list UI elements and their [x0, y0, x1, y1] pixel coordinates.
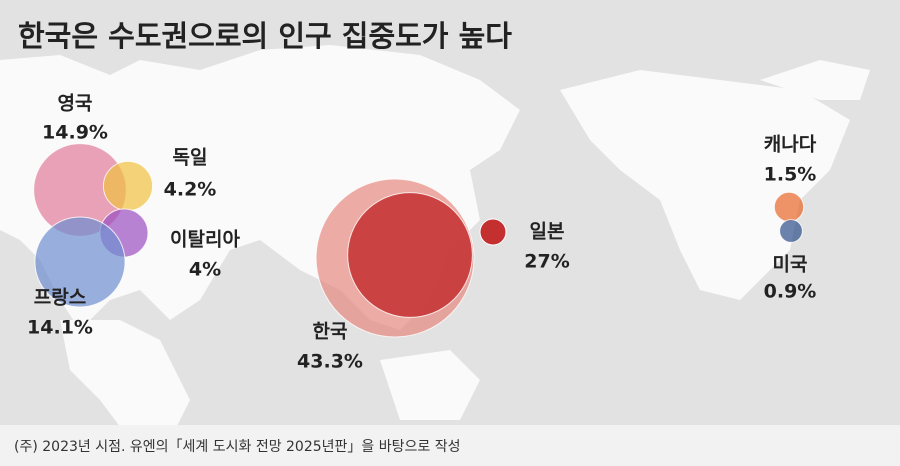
japan-marker — [479, 218, 507, 246]
country-label: 일본 — [530, 221, 565, 243]
country-label: 영국 — [58, 93, 93, 115]
country-label: 프랑스 — [34, 287, 86, 309]
bubble — [102, 160, 154, 212]
value-label: 1.5% — [764, 164, 817, 186]
value-label: 0.9% — [764, 281, 817, 303]
value-label: 4% — [189, 259, 221, 281]
value-label: 43.3% — [297, 351, 363, 373]
footer-band — [0, 425, 900, 466]
country-label: 한국 — [313, 321, 348, 343]
title: 한국은 수도권으로의 인구 집중도가 높다 — [18, 19, 512, 53]
country-label: 이탈리아 — [170, 229, 240, 251]
footnote: (주) 2023년 시점. 유엔의「세계 도시화 전망 2025년판」을 바탕으… — [14, 439, 460, 455]
value-label: 4.2% — [164, 179, 217, 201]
country-label: 미국 — [773, 254, 808, 276]
bubble — [347, 192, 473, 318]
bubble — [34, 216, 126, 308]
country-label: 독일 — [173, 147, 208, 169]
bubble — [779, 219, 803, 243]
value-label: 14.9% — [42, 122, 108, 144]
value-label: 27% — [524, 251, 569, 273]
bubble — [773, 191, 805, 223]
country-label: 캐나다 — [764, 134, 817, 156]
value-label: 14.1% — [27, 317, 93, 339]
